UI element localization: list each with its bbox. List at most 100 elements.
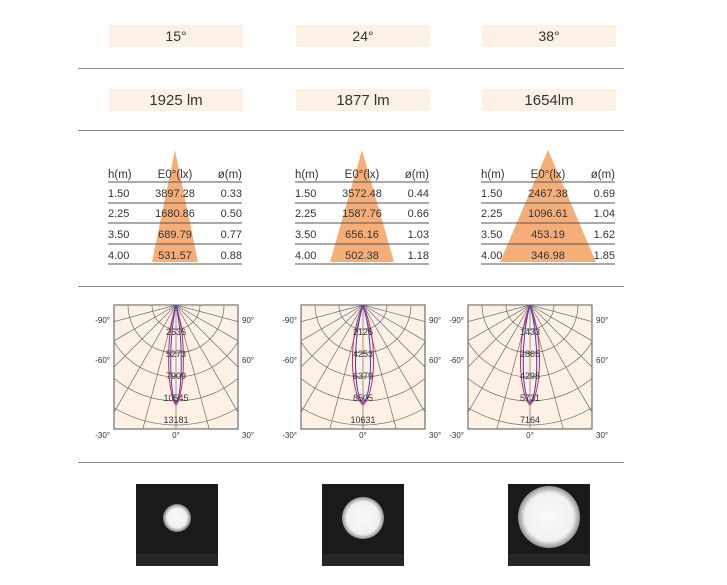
cell-height: 1.50	[481, 188, 502, 200]
polar-spoke	[362, 305, 425, 414]
polar-angle-right: 30°	[242, 431, 254, 440]
polar-angle-left: -90°	[449, 316, 464, 325]
polar-angle-right: 90°	[429, 316, 441, 325]
cell-diameter: 0.50	[221, 208, 242, 220]
polar-angle-left: -60°	[282, 356, 297, 365]
beam-angle-15: 15°	[109, 25, 243, 47]
polar-value: 1433	[520, 327, 540, 337]
header-illuminance: E0°(lx)	[345, 169, 380, 181]
cell-height: 1.50	[295, 188, 316, 200]
polar-spoke	[114, 305, 177, 368]
cell-diameter: 1.03	[408, 229, 429, 241]
polar-angle-left: -30°	[449, 431, 464, 440]
beam-cone	[330, 150, 394, 262]
cell-illuminance: 3572.48	[342, 188, 382, 200]
polar-spoke	[468, 305, 531, 368]
header-diameter: ø(m)	[591, 169, 615, 181]
beam-angle-24: 24°	[296, 25, 430, 47]
polar-spoke	[468, 305, 531, 322]
polar-value: 2865	[520, 349, 540, 359]
polar-spoke	[114, 305, 177, 322]
cell-illuminance: 346.98	[531, 250, 565, 262]
polar-value: 6379	[353, 371, 373, 381]
distribution-curve-c0	[520, 305, 540, 406]
header-height: h(m)	[108, 169, 132, 181]
polar-grid	[468, 305, 592, 429]
cell-illuminance: 502.38	[345, 250, 379, 262]
polar-diagram-0: 2636 5273 7909 10545 13181 -90° -60° -30° 90° 60°…	[95, 304, 254, 440]
polar-value: 5731	[520, 393, 540, 403]
header-height: h(m)	[481, 169, 505, 181]
distribution-curve-c90	[170, 305, 182, 404]
cell-height: 1.50	[108, 188, 129, 200]
polar-value: 2636	[166, 327, 186, 337]
divider	[78, 462, 624, 463]
cell-diameter: 0.33	[221, 188, 242, 200]
cell-diameter: 0.69	[594, 188, 615, 200]
polar-value: 8505	[353, 393, 373, 403]
distribution-curve-c90	[522, 305, 538, 404]
cell-diameter: 1.04	[594, 208, 615, 220]
cell-diameter: 0.44	[408, 188, 429, 200]
polar-spoke	[301, 305, 364, 368]
polar-value: 4253	[353, 349, 373, 359]
polar-grid	[114, 305, 238, 429]
polar-spoke	[529, 305, 592, 342]
polar-diagram-2: 1433 2865 4298 5731 7164 -90° -60° -30° 90° 60° 30…	[449, 304, 608, 440]
beam-angle-38: 38°	[482, 25, 616, 47]
cell-illuminance: 531.57	[158, 250, 192, 262]
divider	[78, 286, 624, 287]
cell-illuminance: 2467.38	[528, 188, 568, 200]
cell-illuminance: 1587.76	[342, 208, 382, 220]
lumen-24: 1877 lm	[296, 89, 430, 111]
cell-diameter: 0.88	[221, 250, 242, 262]
header-diameter: ø(m)	[218, 169, 242, 181]
cell-illuminance: 1096.61	[528, 208, 568, 220]
polar-spoke	[362, 305, 425, 368]
polar-value: 2126	[353, 327, 373, 337]
beam-cone	[152, 150, 198, 262]
cell-height: 4.00	[481, 250, 502, 262]
polar-spoke	[362, 305, 425, 342]
polar-value: 4298	[520, 371, 540, 381]
polar-spoke	[175, 305, 210, 429]
header-diameter: ø(m)	[405, 169, 429, 181]
header-height: h(m)	[295, 169, 319, 181]
polar-angle-left: -60°	[449, 356, 464, 365]
cell-illuminance: 453.19	[531, 229, 565, 241]
polar-spoke	[301, 305, 364, 414]
beam-angle-text: 24°	[352, 28, 374, 44]
cell-height: 2.25	[481, 208, 502, 220]
polar-spoke	[529, 305, 592, 368]
polar-angle-left: -30°	[95, 431, 110, 440]
illuminance-table-0: h(m) E0°(lx) ø(m) 1.50 3897.28 0.33 2.25 1680.8…	[108, 150, 242, 265]
beam-angle-text: 15°	[165, 28, 187, 44]
polar-value: 7164	[520, 415, 540, 425]
beam-cone	[500, 150, 596, 262]
polar-spoke	[362, 305, 425, 322]
distribution-curve-c0	[351, 305, 375, 406]
polar-spoke	[114, 305, 177, 342]
divider	[78, 130, 624, 131]
distribution-curve-c90	[354, 305, 372, 404]
lumen-text: 1925 lm	[149, 91, 203, 109]
polar-angle-right: 60°	[429, 356, 441, 365]
polar-angle-bottom: 0°	[359, 431, 367, 440]
polar-angle-right: 30°	[429, 431, 441, 440]
cell-diameter: 0.66	[408, 208, 429, 220]
polar-angle-right: 30°	[596, 431, 608, 440]
polar-angle-left: -90°	[282, 316, 297, 325]
cell-illuminance: 3897.28	[155, 188, 195, 200]
light-spot	[163, 504, 191, 532]
beam-photo-38	[508, 484, 590, 566]
illuminance-table-1: h(m) E0°(lx) ø(m) 1.50 3572.48 0.44 2.25 1587.7…	[295, 150, 429, 265]
cell-height: 3.50	[108, 229, 129, 241]
polar-spoke	[468, 305, 531, 414]
polar-spoke	[529, 305, 592, 414]
beam-angle-text: 38°	[538, 28, 560, 44]
polar-grid	[301, 305, 425, 429]
polar-angle-right: 90°	[242, 316, 254, 325]
header-illuminance: E0°(lx)	[158, 169, 193, 181]
